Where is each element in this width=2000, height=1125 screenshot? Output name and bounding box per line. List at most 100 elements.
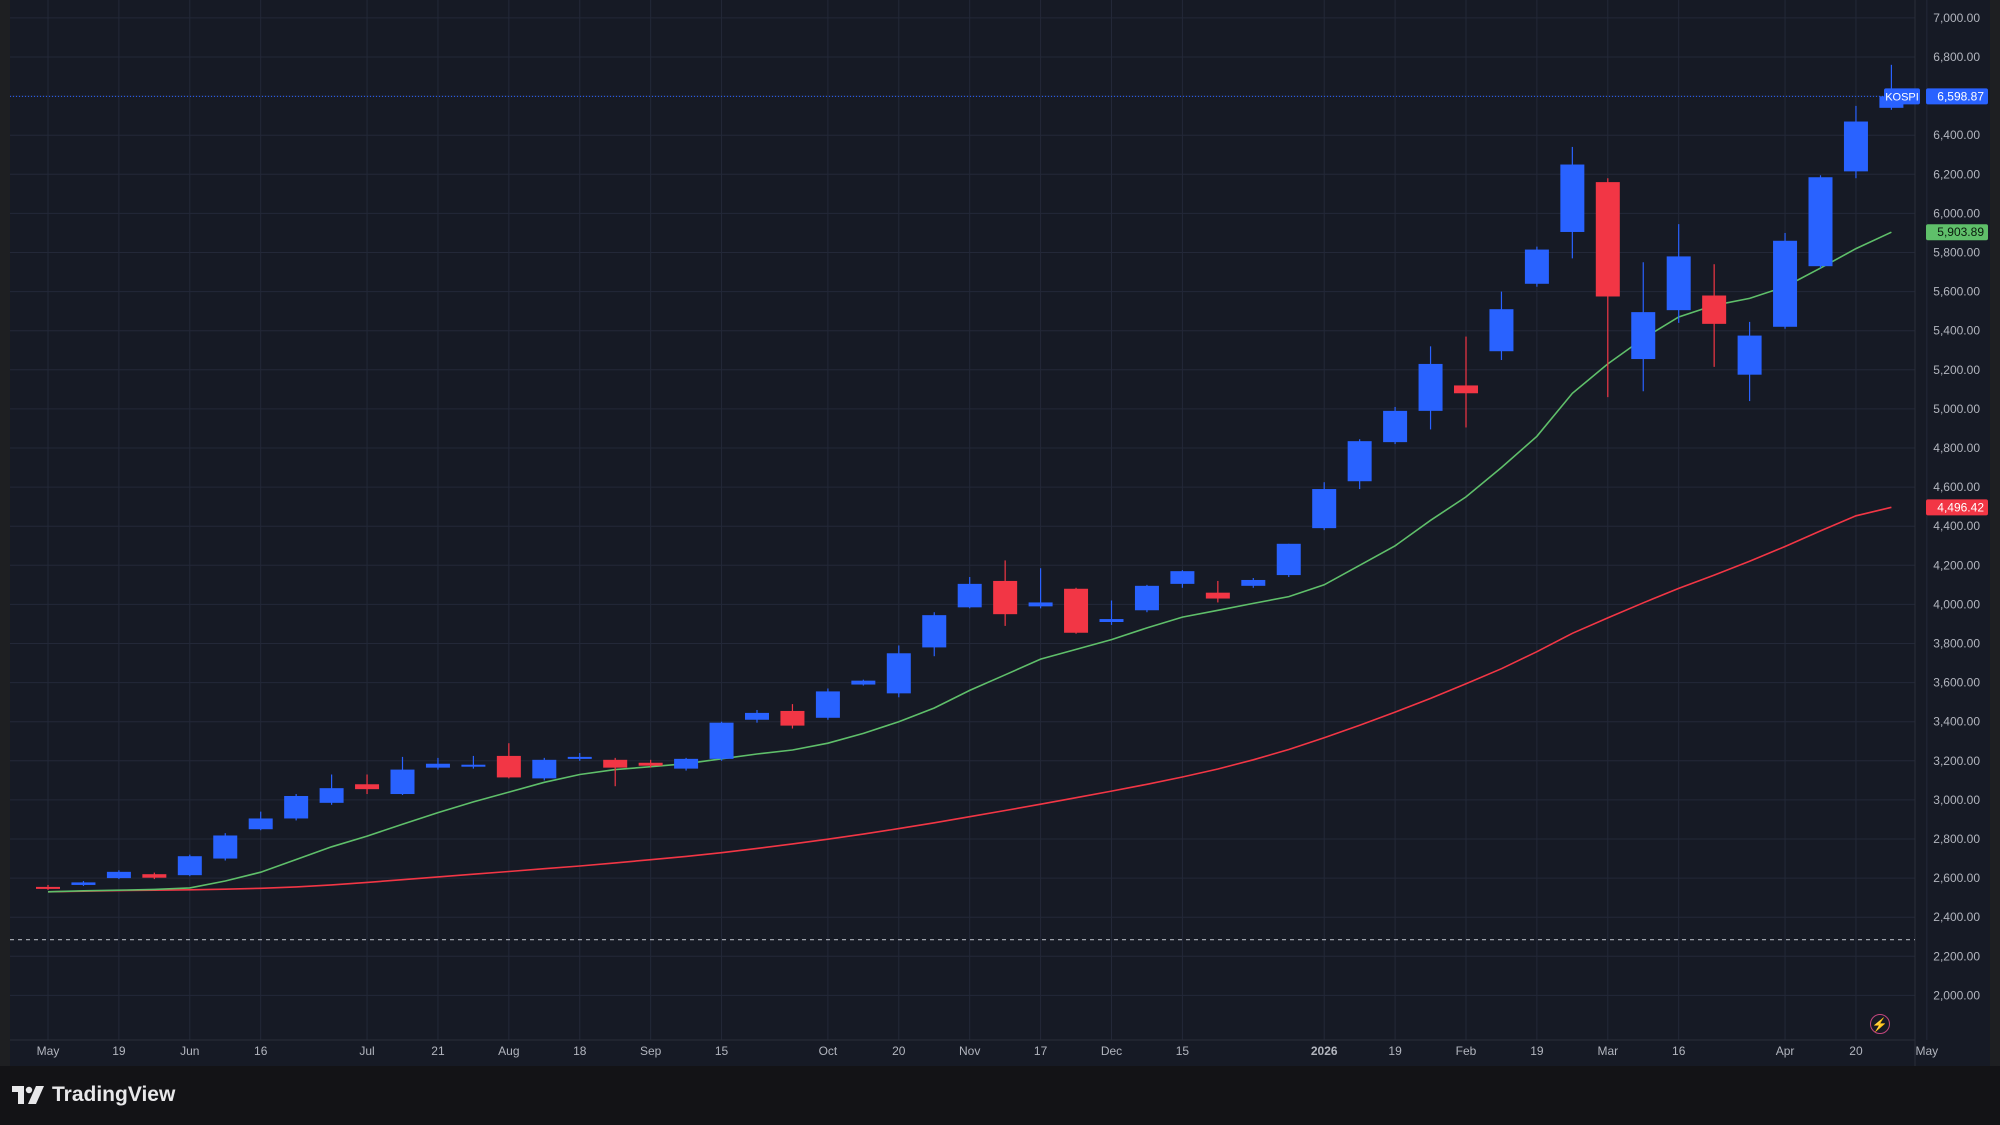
price-labels: 6,598.87 KOSPI 5,903.89 4,496.42 <box>1884 88 1988 516</box>
symbol-tag-text: KOSPI <box>1885 91 1919 103</box>
x-tick-label: Aug <box>498 1044 519 1058</box>
candle-body <box>674 758 699 769</box>
candle <box>425 757 450 770</box>
candle <box>709 721 734 761</box>
candle-body <box>106 871 131 879</box>
candle <box>390 756 415 796</box>
y-tick-label: 6,400.00 <box>1933 128 1980 142</box>
lightning-icon[interactable]: ⚡ <box>1870 1014 1890 1034</box>
candle <box>886 645 911 698</box>
candle <box>815 688 840 720</box>
price-chart[interactable]: 2,000.00 2,200.00 2,400.00 2,600.00 2,800.00… <box>10 0 1990 1066</box>
candle-body <box>1276 543 1301 576</box>
last-price-tag: 6,598.87 <box>1926 88 1988 105</box>
candle <box>1702 264 1727 367</box>
y-tick-label: 3,000.00 <box>1933 793 1980 807</box>
candle-body <box>1241 579 1266 586</box>
candle <box>674 757 699 771</box>
candle <box>1808 175 1833 269</box>
candle <box>1489 291 1514 361</box>
candle-body <box>284 795 309 819</box>
candle <box>71 881 96 886</box>
candle <box>1560 146 1585 259</box>
x-tick-label: May <box>1916 1044 1939 1058</box>
candle-body <box>815 691 840 718</box>
candle <box>319 774 344 805</box>
candle-body <box>1134 585 1159 611</box>
x-tick-label: 2026 <box>1311 1044 1338 1058</box>
y-tick-label: 6,200.00 <box>1933 167 1980 181</box>
candle-body <box>851 680 876 685</box>
candle <box>284 794 309 821</box>
candle <box>1099 600 1124 625</box>
candle <box>142 872 167 880</box>
candle <box>603 757 628 787</box>
last-price-tag-text: 6,598.87 <box>1937 89 1984 103</box>
x-tick-label: Dec <box>1101 1044 1122 1058</box>
candle-body <box>248 818 273 830</box>
candle-body <box>1099 619 1124 622</box>
y-tick-label: 5,800.00 <box>1933 246 1980 260</box>
candle-body <box>355 784 380 790</box>
candle <box>1843 105 1868 179</box>
candle-body <box>1524 249 1549 284</box>
y-tick-label: 4,800.00 <box>1933 441 1980 455</box>
candle <box>355 774 380 795</box>
candle-body <box>36 886 60 889</box>
candle <box>1347 439 1372 490</box>
candle-body <box>1454 385 1478 394</box>
candle <box>745 709 769 723</box>
ma-fast-line <box>47 231 1892 893</box>
y-tick-label: 6,000.00 <box>1933 206 1980 220</box>
time-axis[interactable]: May 19 Jun 16 Jul 21 Aug 18 Sep 15 Oct 20 Nov 17 Dec 15… <box>37 1044 1939 1058</box>
candle-body <box>1170 571 1195 584</box>
candle <box>1418 346 1443 430</box>
candle-body <box>1418 363 1443 411</box>
candle <box>1383 406 1408 445</box>
x-tick-label: Jun <box>180 1044 199 1058</box>
ma-slow-line <box>47 506 1892 893</box>
candle <box>957 577 982 609</box>
y-tick-label: 5,000.00 <box>1933 402 1980 416</box>
y-tick-label: 4,400.00 <box>1933 519 1980 533</box>
candle <box>1454 336 1478 428</box>
y-tick-label: 2,400.00 <box>1933 910 1980 924</box>
tradingview-logo[interactable]: TradingView <box>12 1083 175 1107</box>
symbol-tag-bg <box>1884 88 1920 105</box>
candle <box>1312 482 1337 531</box>
x-tick-label: Oct <box>819 1044 838 1058</box>
y-tick-label: 4,000.00 <box>1933 597 1980 611</box>
candle-body <box>1383 410 1408 443</box>
candles <box>36 64 1904 890</box>
footer-bar <box>0 1066 2000 1125</box>
candle <box>1524 246 1549 287</box>
x-tick-label: Mar <box>1597 1044 1618 1058</box>
candle <box>1737 321 1762 402</box>
candle <box>993 560 1018 626</box>
y-tick-label: 4,200.00 <box>1933 558 1980 572</box>
candle-body <box>177 856 202 876</box>
candle-body <box>461 764 486 767</box>
candle-body <box>319 788 344 803</box>
x-tick-label: 19 <box>112 1044 126 1058</box>
candle <box>213 833 238 861</box>
candle <box>1064 587 1089 634</box>
candle-body <box>390 769 415 795</box>
candle-body <box>1808 177 1833 267</box>
x-tick-label: May <box>37 1044 60 1058</box>
candle-body <box>1773 240 1798 327</box>
x-tick-label: 17 <box>1034 1044 1048 1058</box>
x-tick-label: Apr <box>1776 1044 1795 1058</box>
x-tick-label: Jul <box>359 1044 374 1058</box>
x-tick-label: Sep <box>640 1044 662 1058</box>
x-tick-label: Feb <box>1456 1044 1477 1058</box>
chart-area[interactable]: 2,000.00 2,200.00 2,400.00 2,600.00 2,800.00… <box>10 0 1990 1066</box>
candle-body <box>1595 182 1620 297</box>
candle-body <box>567 756 592 759</box>
candle-body <box>709 722 734 759</box>
candle <box>1028 568 1053 609</box>
candle <box>1631 262 1656 392</box>
candle <box>496 743 521 779</box>
x-tick-label: 16 <box>254 1044 268 1058</box>
candle <box>461 755 486 769</box>
